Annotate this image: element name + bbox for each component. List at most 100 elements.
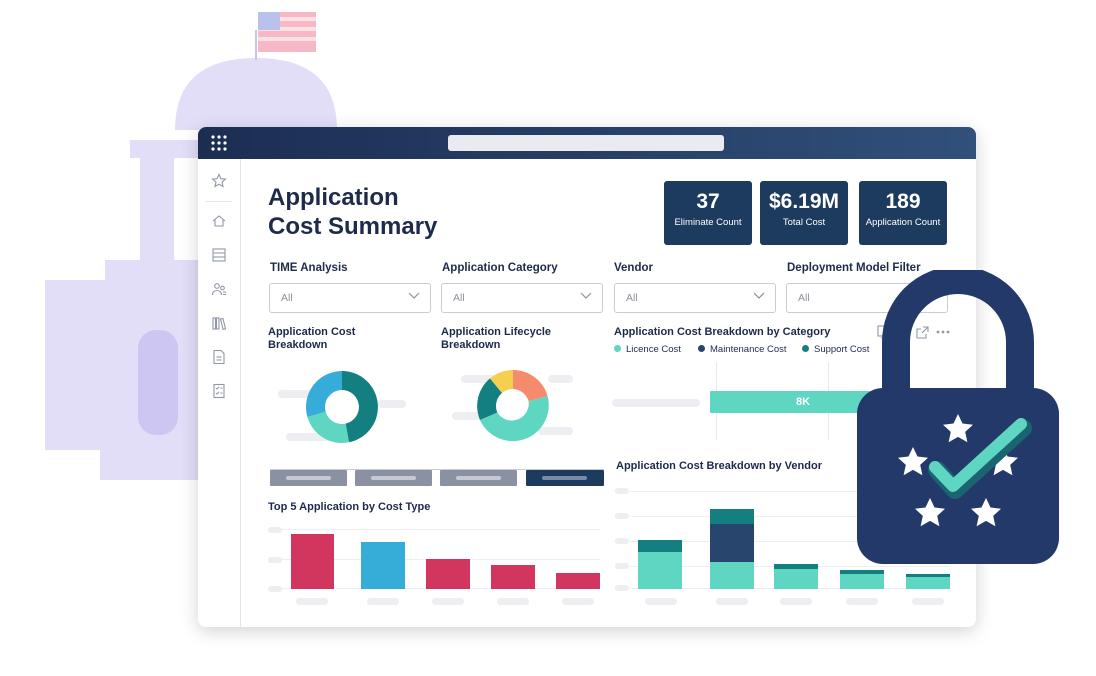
legend-label: Maintenance Cost — [710, 344, 787, 355]
kpi-label: Total Cost — [782, 217, 826, 228]
kpi-total-cost[interactable]: $6.19M Total Cost — [760, 181, 848, 245]
filter-value: All — [798, 292, 810, 304]
star-icons — [898, 414, 1018, 527]
x-label-placeholder — [846, 598, 878, 605]
x-label-placeholder — [716, 598, 748, 605]
tab-1[interactable] — [270, 470, 347, 486]
users-icon[interactable] — [211, 281, 227, 297]
kpi-eliminate-count[interactable]: 37 Eliminate Count — [664, 181, 752, 245]
section-title-breakdown-by-category: Application Cost Breakdown by Category — [614, 326, 831, 338]
address-bar[interactable] — [448, 135, 724, 151]
filter-value: All — [281, 292, 293, 304]
kpi-value: $6.19M — [768, 190, 840, 213]
library-icon[interactable] — [211, 315, 227, 331]
top5-bar[interactable] — [291, 534, 334, 589]
donut-segment — [307, 411, 349, 443]
filter-vendor[interactable]: All — [614, 283, 776, 313]
x-label-placeholder — [562, 598, 594, 605]
kpi-application-count[interactable]: 189 Application Count — [859, 181, 947, 245]
vendor-bar-segment[interactable] — [710, 524, 754, 562]
axis-placeholder — [615, 585, 629, 591]
vendor-bar-segment[interactable] — [774, 569, 818, 589]
vendor-bar-segment[interactable] — [840, 570, 884, 574]
category-bar-label: 8K — [796, 396, 811, 408]
donut-segment — [342, 371, 378, 443]
gridline — [630, 491, 950, 492]
placeholder-bar — [461, 375, 511, 383]
chevron-down-icon — [580, 292, 592, 299]
placeholder-bar — [378, 400, 406, 408]
vendor-bar-segment[interactable] — [906, 577, 950, 589]
legend-support-cost: Support Cost — [802, 344, 869, 355]
star-icon[interactable] — [211, 173, 227, 189]
expand-icon[interactable] — [916, 326, 929, 339]
tab-3[interactable] — [440, 470, 517, 486]
chevron-down-icon — [753, 292, 765, 299]
filter-time-analysis[interactable]: All — [269, 283, 431, 313]
more-icon[interactable] — [936, 330, 950, 334]
category-bar[interactable]: 8K — [710, 391, 905, 413]
apps-grid-icon[interactable] — [210, 134, 228, 152]
x-label-placeholder — [645, 598, 677, 605]
vendor-bar-segment[interactable] — [638, 540, 682, 552]
x-label-placeholder — [497, 598, 529, 605]
gridline — [278, 529, 600, 530]
placeholder-bar — [548, 375, 573, 383]
filter-label-vendor: Vendor — [614, 262, 653, 274]
legend-label: Licence Cost — [626, 344, 681, 355]
axis-placeholder — [615, 513, 629, 519]
section-title-lifecycle-breakdown: Application Lifecycle Breakdown — [441, 326, 552, 351]
list-icon[interactable] — [211, 247, 227, 263]
filter-label-application-category: Application Category — [442, 262, 558, 274]
kpi-value: 37 — [696, 190, 720, 213]
vendor-bar-segment[interactable] — [638, 552, 682, 589]
page-title: Application Cost Summary — [268, 183, 488, 241]
placeholder-bar — [538, 427, 573, 435]
filter-label-deployment-model: Deployment Model Filter — [787, 262, 921, 274]
flag-icon — [258, 12, 316, 52]
donut-segment — [480, 396, 549, 442]
legend-swatch — [614, 345, 621, 352]
vendor-bar-segment[interactable] — [840, 574, 884, 589]
placeholder-bar — [452, 412, 482, 420]
document-icon[interactable] — [211, 349, 227, 365]
title-bar — [198, 127, 976, 159]
section-title-breakdown-by-vendor: Application Cost Breakdown by Vendor — [616, 460, 822, 472]
tab-divider — [270, 469, 604, 470]
tab-2[interactable] — [355, 470, 432, 486]
donut-segment — [306, 371, 342, 417]
top5-bar[interactable] — [361, 542, 405, 589]
tab-placeholder — [542, 476, 587, 480]
flag-pole — [255, 30, 257, 60]
x-label-placeholder — [780, 598, 812, 605]
top5-bar[interactable] — [556, 573, 600, 589]
section-title-cost-breakdown: Application Cost Breakdown — [268, 326, 356, 351]
axis-placeholder — [268, 527, 282, 533]
vendor-bar-segment[interactable] — [906, 574, 950, 577]
home-icon[interactable] — [211, 213, 227, 229]
vendor-bar-segment[interactable] — [710, 562, 754, 589]
filter-application-category[interactable]: All — [441, 283, 603, 313]
lock-icon — [857, 270, 1059, 564]
checklist-icon[interactable] — [211, 383, 227, 399]
x-label-placeholder — [912, 598, 944, 605]
axis-placeholder — [268, 557, 282, 563]
capitol-illustration — [45, 12, 337, 480]
donut-chart-lifecycle-breakdown[interactable] — [477, 370, 549, 442]
vendor-bar-segment[interactable] — [774, 564, 818, 569]
vendor-bar-segment[interactable] — [710, 509, 754, 524]
top5-bar[interactable] — [426, 559, 470, 589]
tab-4-active[interactable] — [526, 470, 604, 486]
kpi-value: 189 — [885, 190, 921, 213]
donut-chart-cost-breakdown[interactable] — [306, 371, 378, 443]
page-title-line2: Cost Summary — [268, 213, 438, 240]
legend-maintenance-cost: Maintenance Cost — [698, 344, 787, 355]
axis-placeholder — [268, 586, 282, 592]
axis-placeholder — [615, 538, 629, 544]
sidebar-divider — [206, 201, 232, 202]
placeholder-bar — [286, 433, 336, 441]
checkmark-icon — [929, 418, 1027, 492]
top5-bar[interactable] — [491, 565, 535, 589]
section-title-top5: Top 5 Application by Cost Type — [268, 501, 431, 513]
sidebar — [198, 159, 241, 627]
